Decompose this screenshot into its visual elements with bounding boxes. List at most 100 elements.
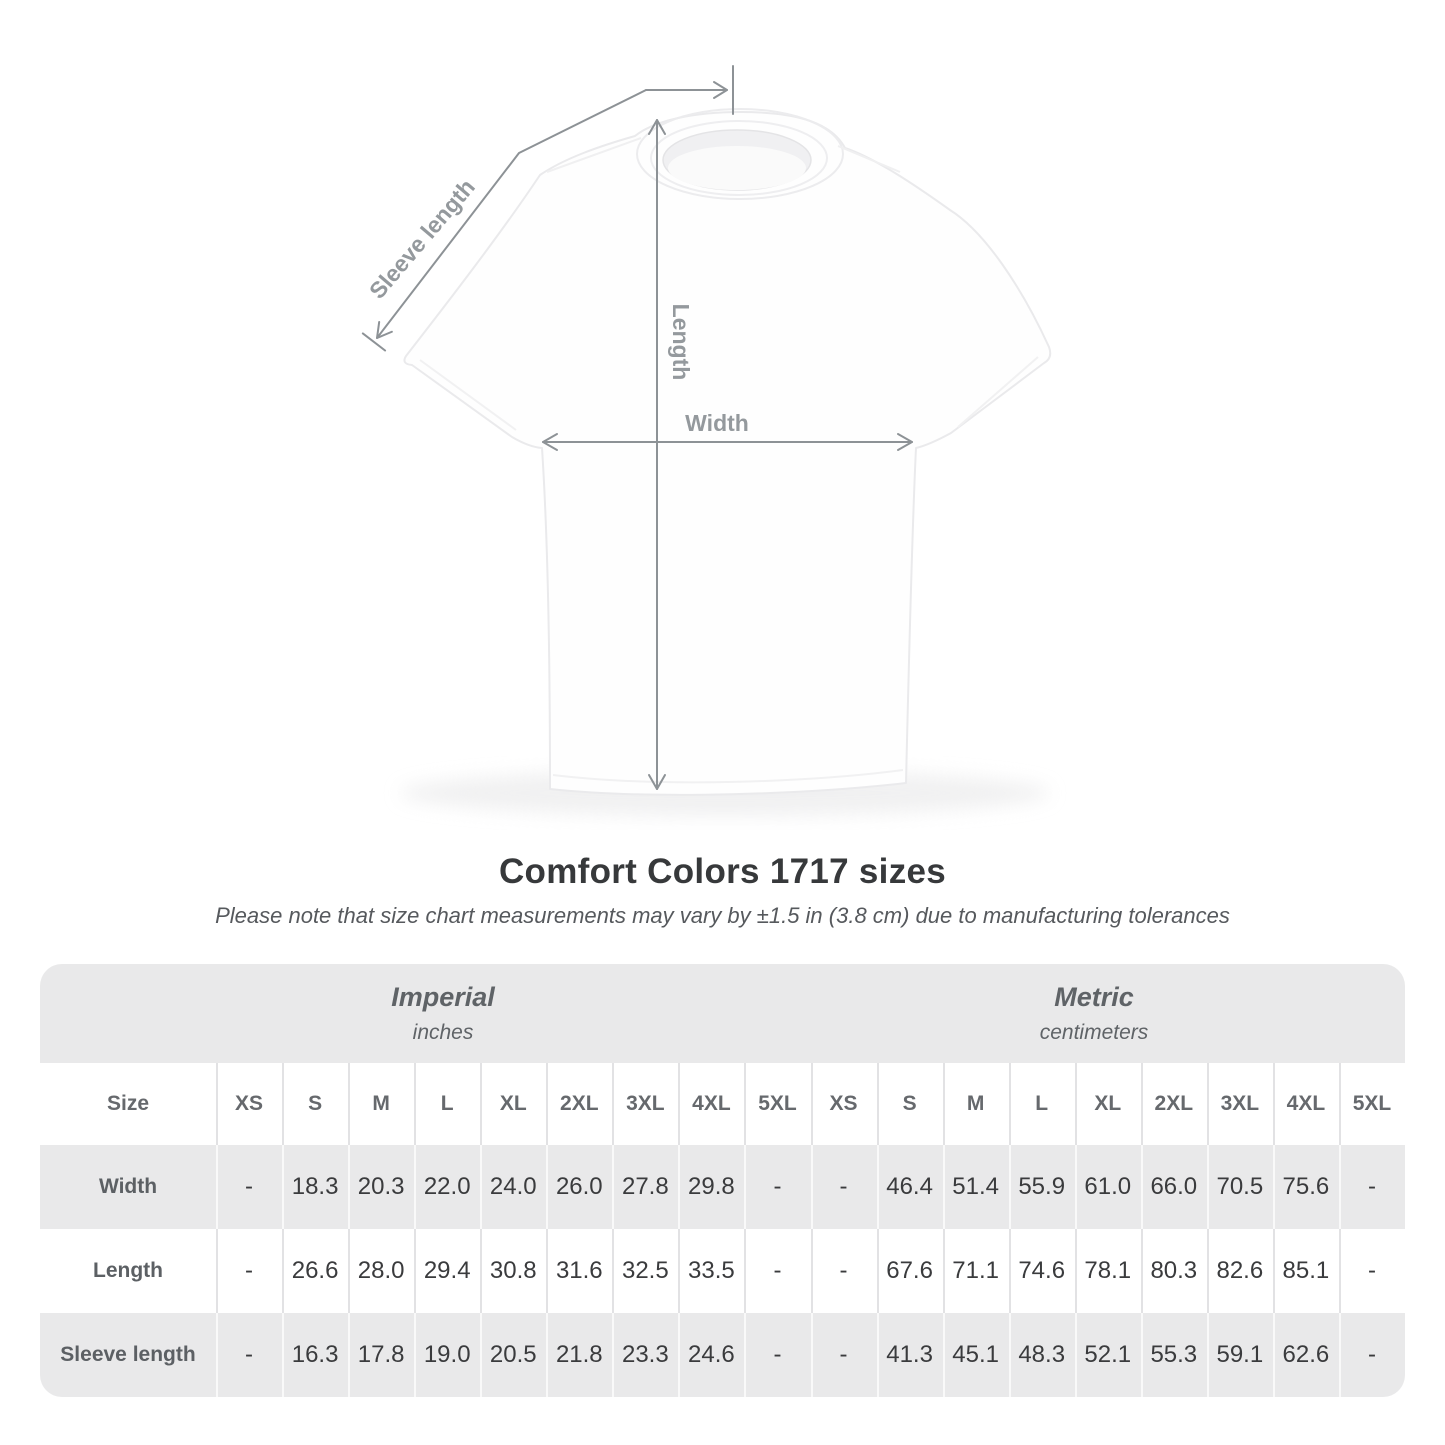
tshirt-measurement-diagram: Width Length Sleeve length [361,65,1052,816]
length-metric-cell: 78.1 [1075,1229,1141,1313]
left-cuff-seam [419,359,517,431]
sleeve-metric-cell: 48.3 [1009,1313,1075,1397]
length-metric-cell: - [1339,1229,1405,1313]
size-col-header: XS [811,1063,877,1145]
collar-outer-seam [636,108,844,200]
sleeve-imperial-cell: 16.3 [282,1313,348,1397]
length-imperial-cell: 31.6 [546,1229,612,1313]
size-col-header: 4XL [678,1063,744,1145]
width-metric-cell: 75.6 [1273,1145,1339,1229]
size-col-header: S [282,1063,348,1145]
sleeve-imperial-cell: 23.3 [612,1313,678,1397]
size-header: Size [106,1092,150,1115]
sleeve-imperial-cell: 17.8 [348,1313,414,1397]
size-col-header: L [414,1063,480,1145]
width-metric-cell: - [811,1145,877,1229]
size-col-header: S [877,1063,943,1145]
metric-label: Metric [1054,982,1134,1012]
width-arrow [542,433,913,451]
length-metric-cell: 85.1 [1273,1229,1339,1313]
size-col-header: 4XL [1273,1063,1339,1145]
size-col-header: XL [480,1063,546,1145]
imperial-group-header: Imperial inches [391,964,495,1063]
size-col-header: XS [216,1063,282,1145]
sleeve-imperial-cell: 19.0 [414,1313,480,1397]
table-row-width: Width - 18.3 20.3 22.0 24.0 26.0 27.8 29… [40,1145,1405,1229]
size-col-header: M [348,1063,414,1145]
width-metric-cell: 51.4 [943,1145,1009,1229]
width-imperial-cell: 24.0 [480,1145,546,1229]
right-shoulder-seam [837,145,901,173]
metric-group-header: Metric centimeters [1040,964,1149,1063]
sleeve-metric-cell: 62.6 [1273,1313,1339,1397]
sleeve-imperial-cell: 21.8 [546,1313,612,1397]
width-imperial-cell: 29.8 [678,1145,744,1229]
sleeve-metric-cell: 59.1 [1207,1313,1273,1397]
size-table: Imperial inches Metric centimeters Size … [40,964,1405,1397]
row-label: Length [93,1259,163,1282]
left-shoulder-seam [546,137,642,173]
length-imperial-cell: 30.8 [480,1229,546,1313]
size-col-header: 5XL [1339,1063,1405,1145]
width-imperial-cell: - [744,1145,810,1229]
length-imperial-cell: 32.5 [612,1229,678,1313]
size-col-header: L [1009,1063,1075,1145]
sleeve-metric-cell: 41.3 [877,1313,943,1397]
length-imperial-cell: - [744,1229,810,1313]
sleeve-metric-cell: - [811,1313,877,1397]
length-label: Length [668,304,694,381]
table-row-sleeve-length: Sleeve length - 16.3 17.8 19.0 20.5 21.8… [40,1313,1405,1397]
width-imperial-cell: 18.3 [282,1145,348,1229]
right-cuff-seam [957,356,1039,428]
title-block: Comfort Colors 1717 sizes Please note th… [0,852,1445,929]
length-metric-cell: 67.6 [877,1229,943,1313]
tshirt-illustration [403,108,1052,796]
width-imperial-cell: 26.0 [546,1145,612,1229]
row-label: Width [98,1175,158,1198]
sleeve-length-arrow [361,65,734,352]
table-row-length: Length - 26.6 28.0 29.4 30.8 31.6 32.5 3… [40,1229,1405,1313]
sleeve-imperial-cell: - [216,1313,282,1397]
length-imperial-cell: - [216,1229,282,1313]
width-imperial-cell: 27.8 [612,1145,678,1229]
length-metric-cell: 80.3 [1141,1229,1207,1313]
length-metric-cell: - [811,1229,877,1313]
size-col-header: 2XL [546,1063,612,1145]
metric-unit-label: centimeters [1039,1021,1149,1044]
imperial-label: Imperial [391,982,495,1012]
row-label: Sleeve length [60,1343,196,1366]
hem-seam [552,769,904,784]
width-imperial-cell: 20.3 [348,1145,414,1229]
width-metric-cell: 70.5 [1207,1145,1273,1229]
length-arrow [648,119,666,790]
size-header-row: Size XS S M L XL 2XL 3XL 4XL 5XL XS S M … [40,1063,1405,1145]
sleeve-metric-cell: 45.1 [943,1313,1009,1397]
size-col-header: 2XL [1141,1063,1207,1145]
sleeve-metric-cell: 52.1 [1075,1313,1141,1397]
unit-group-band: Imperial inches Metric centimeters [40,964,1405,1063]
collar-front-drape [668,146,806,190]
width-metric-cell: 46.4 [877,1145,943,1229]
width-metric-cell: - [1339,1145,1405,1229]
size-col-header: M [943,1063,1009,1145]
width-metric-cell: 66.0 [1141,1145,1207,1229]
width-label: Width [685,410,749,436]
sleeve-metric-cell: - [1339,1313,1405,1397]
length-imperial-cell: 28.0 [348,1229,414,1313]
imperial-unit-label: inches [412,1021,474,1044]
page-subtitle: Please note that size chart measurements… [215,903,1230,928]
length-metric-cell: 82.6 [1207,1229,1273,1313]
size-col-header: 3XL [612,1063,678,1145]
collar-rib-seam [650,120,828,196]
sleeve-imperial-cell: 24.6 [678,1313,744,1397]
length-imperial-cell: 29.4 [414,1229,480,1313]
page-title: Comfort Colors 1717 sizes [498,852,947,891]
sleeve-metric-cell: 55.3 [1141,1313,1207,1397]
sleeve-imperial-cell: 20.5 [480,1313,546,1397]
width-metric-cell: 55.9 [1009,1145,1075,1229]
width-imperial-cell: 22.0 [414,1145,480,1229]
sleeve-imperial-cell: - [744,1313,810,1397]
size-col-header: 5XL [744,1063,810,1145]
size-col-header: 3XL [1207,1063,1273,1145]
